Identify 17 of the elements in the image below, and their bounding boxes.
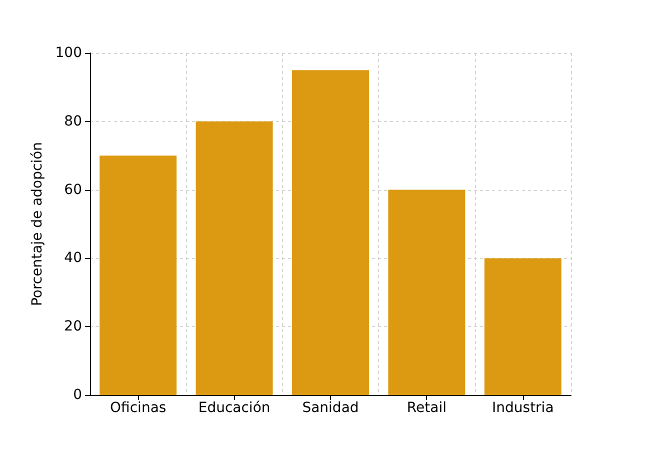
y-tick-label: 0 xyxy=(73,387,82,403)
y-tick-label: 20 xyxy=(64,318,82,335)
y-axis-title: Porcentaje de adopción xyxy=(29,142,46,306)
bar xyxy=(484,258,562,395)
x-tick-label: Oficinas xyxy=(110,400,166,416)
bar xyxy=(100,156,177,395)
x-tick-label: Retail xyxy=(406,400,446,416)
y-tick-label: 40 xyxy=(64,250,82,266)
bar xyxy=(388,190,466,395)
y-tick-label: 60 xyxy=(64,182,82,198)
x-tick-label: Sanidad xyxy=(302,400,359,416)
y-tick-label: 80 xyxy=(64,113,82,130)
y-tick-label: 100 xyxy=(55,45,82,61)
x-tick-label: Educación xyxy=(198,400,270,416)
bar xyxy=(292,70,369,395)
bar xyxy=(196,121,273,395)
x-tick-label: Industria xyxy=(492,400,554,416)
